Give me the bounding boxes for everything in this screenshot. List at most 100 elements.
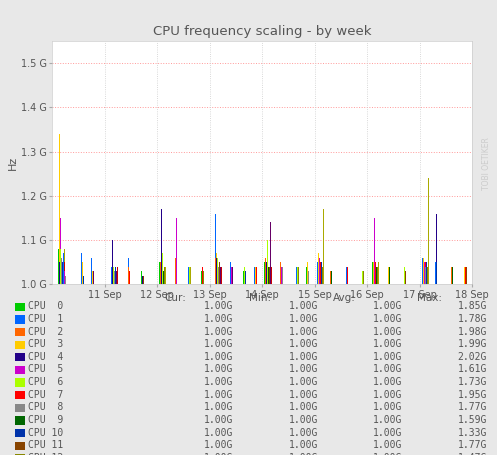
Bar — [376, 267, 377, 284]
Bar — [176, 218, 177, 284]
Bar — [378, 262, 379, 284]
Bar — [61, 258, 62, 284]
Bar — [388, 267, 389, 284]
Bar — [112, 258, 113, 284]
Text: CPU  3: CPU 3 — [28, 339, 63, 349]
Bar — [317, 262, 318, 284]
Bar — [266, 262, 267, 284]
Bar — [427, 267, 428, 284]
Bar — [256, 267, 257, 284]
Bar — [144, 276, 145, 284]
Bar — [331, 271, 332, 284]
Bar — [15, 353, 25, 362]
Bar — [264, 262, 265, 284]
Bar — [362, 271, 363, 284]
Bar — [115, 262, 116, 284]
Text: 1.47G: 1.47G — [458, 453, 487, 455]
Bar — [347, 267, 348, 284]
Bar — [83, 276, 84, 284]
Bar — [375, 262, 376, 284]
Bar — [112, 240, 113, 284]
Bar — [15, 454, 25, 455]
Bar — [129, 271, 130, 284]
Text: 1.00G: 1.00G — [204, 402, 234, 412]
Bar — [219, 262, 220, 284]
Text: CPU  7: CPU 7 — [28, 390, 63, 399]
Bar — [117, 267, 118, 284]
Text: CPU  6: CPU 6 — [28, 377, 63, 387]
Bar — [245, 271, 246, 284]
Bar — [297, 267, 298, 284]
Bar — [91, 258, 92, 284]
Text: CPU  9: CPU 9 — [28, 415, 63, 425]
Bar — [216, 253, 217, 284]
Text: 1.00G: 1.00G — [289, 339, 318, 349]
Text: 1.00G: 1.00G — [204, 440, 234, 450]
Bar — [63, 258, 64, 284]
Bar — [282, 267, 283, 284]
Bar — [424, 262, 425, 284]
Text: 1.00G: 1.00G — [204, 327, 234, 337]
Text: Cur:: Cur: — [164, 293, 186, 303]
Text: 1.00G: 1.00G — [373, 327, 403, 337]
Bar — [425, 262, 426, 284]
Bar — [216, 258, 217, 284]
Bar — [161, 209, 162, 284]
Bar — [175, 240, 176, 284]
Text: 1.00G: 1.00G — [373, 339, 403, 349]
Bar — [164, 267, 165, 284]
Text: 1.00G: 1.00G — [204, 453, 234, 455]
Text: 1.00G: 1.00G — [289, 415, 318, 425]
Text: 1.00G: 1.00G — [204, 377, 234, 387]
Text: Avg:: Avg: — [333, 293, 356, 303]
Bar — [426, 262, 427, 284]
Bar — [231, 267, 232, 284]
Bar — [15, 379, 25, 387]
Bar — [64, 249, 65, 284]
Text: 1.00G: 1.00G — [204, 339, 234, 349]
Text: 1.00G: 1.00G — [373, 352, 403, 362]
Bar — [163, 271, 164, 284]
Bar — [245, 271, 246, 284]
Bar — [255, 267, 256, 284]
Text: 1.00G: 1.00G — [373, 390, 403, 399]
Bar — [267, 240, 268, 284]
Text: 1.00G: 1.00G — [204, 314, 234, 324]
Bar — [423, 258, 424, 284]
Bar — [269, 267, 270, 284]
Bar — [188, 267, 189, 284]
Y-axis label: Hz: Hz — [8, 156, 18, 170]
Bar — [59, 134, 60, 284]
Bar — [64, 276, 65, 284]
Text: CPU  1: CPU 1 — [28, 314, 63, 324]
Text: CPU  2: CPU 2 — [28, 327, 63, 337]
Bar — [15, 404, 25, 412]
Text: 1.00G: 1.00G — [289, 352, 318, 362]
Text: 1.00G: 1.00G — [204, 390, 234, 399]
Bar — [373, 262, 374, 284]
Bar — [319, 258, 320, 284]
Text: CPU  0: CPU 0 — [28, 301, 63, 311]
Bar — [346, 267, 347, 284]
Bar — [319, 258, 320, 284]
Bar — [162, 262, 163, 284]
Bar — [256, 267, 257, 284]
Bar — [281, 267, 282, 284]
Bar — [165, 267, 166, 284]
Bar — [215, 213, 216, 284]
Bar — [91, 262, 92, 284]
Text: 1.99G: 1.99G — [458, 339, 487, 349]
Bar — [281, 267, 282, 284]
Bar — [436, 262, 437, 284]
Bar — [404, 271, 405, 284]
Text: CPU  8: CPU 8 — [28, 402, 63, 412]
Bar — [82, 271, 83, 284]
Bar — [322, 240, 323, 284]
Bar — [221, 267, 222, 284]
Bar — [321, 267, 322, 284]
Bar — [162, 253, 163, 284]
Bar — [220, 267, 221, 284]
Text: 1.00G: 1.00G — [289, 453, 318, 455]
Text: 1.00G: 1.00G — [204, 301, 234, 311]
Bar — [267, 253, 268, 284]
